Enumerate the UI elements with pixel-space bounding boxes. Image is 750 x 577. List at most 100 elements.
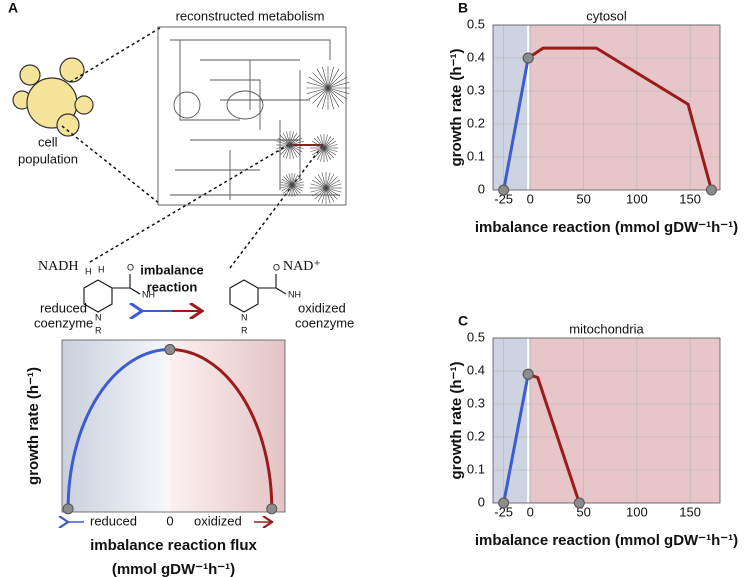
network-edge xyxy=(317,187,327,203)
data-point xyxy=(522,368,534,380)
network-edge xyxy=(323,147,332,161)
x-tick-label: 0 xyxy=(166,513,173,528)
network-edge xyxy=(286,144,291,159)
network-edge xyxy=(316,68,329,89)
network-edge xyxy=(288,173,293,186)
network-edge xyxy=(283,184,293,194)
network-edge xyxy=(289,132,298,146)
network-edge xyxy=(291,184,301,194)
network-edge xyxy=(327,87,348,100)
network-edge xyxy=(308,87,329,100)
chart-title: mitochondria xyxy=(569,321,644,336)
nadh-label: NADH xyxy=(38,259,78,274)
y-tick-label: 0.1 xyxy=(467,461,485,476)
reaction-label: reaction xyxy=(147,279,198,294)
network-edge xyxy=(322,66,329,89)
annotation: oxidized xyxy=(194,513,242,528)
network-edge xyxy=(327,76,348,89)
network-edge xyxy=(327,87,340,108)
data-point xyxy=(573,497,585,509)
network-edge xyxy=(323,137,335,149)
shade-oxidized xyxy=(169,340,285,512)
network-edge xyxy=(289,141,304,146)
network-edge xyxy=(289,134,301,146)
network-edge xyxy=(327,72,344,89)
network-edge xyxy=(311,187,327,197)
network-edge xyxy=(316,87,329,108)
network-edge xyxy=(306,82,329,89)
plot-frame xyxy=(61,339,286,513)
network-edge xyxy=(321,172,327,189)
atom: N xyxy=(241,312,248,322)
coenzyme-label: reduced xyxy=(40,300,87,315)
network-edge xyxy=(311,147,325,156)
network-edge xyxy=(291,178,303,186)
coenzyme-label: coenzyme xyxy=(34,315,93,330)
x-tick-label: -25 xyxy=(494,504,513,519)
data-point xyxy=(62,503,74,515)
network-edge xyxy=(325,187,335,203)
network-edge xyxy=(323,134,328,149)
network-edge xyxy=(316,135,325,149)
atom: H xyxy=(98,264,105,274)
network-edge xyxy=(321,187,327,204)
atom: NH xyxy=(142,289,155,299)
network-edge xyxy=(323,147,328,162)
annotation: reduced xyxy=(90,513,137,528)
network-edge xyxy=(277,137,291,146)
network-edge xyxy=(327,66,334,89)
y-tick-label: 0.2 xyxy=(467,428,485,443)
data-point xyxy=(498,184,510,196)
data-point xyxy=(498,497,510,509)
network-edge xyxy=(291,184,299,196)
x-axis-label: imbalance reaction (mmol gDW⁻¹h⁻¹) xyxy=(475,219,738,236)
atom: H xyxy=(85,266,92,276)
network-edge xyxy=(306,87,329,94)
x-axis-label: imbalance reaction (mmol gDW⁻¹h⁻¹) xyxy=(475,532,738,549)
atom: NH xyxy=(288,289,301,299)
network-edge xyxy=(327,82,350,89)
network-edge xyxy=(314,176,327,189)
network-edge xyxy=(276,144,291,149)
network-edge xyxy=(312,72,329,89)
network-edge xyxy=(289,144,301,156)
network-edge xyxy=(280,181,293,186)
network-edge xyxy=(286,131,291,146)
network-edge xyxy=(312,87,329,104)
nad-label: NAD⁺ xyxy=(283,259,321,274)
series-line xyxy=(169,348,274,509)
y-axis-label: growth rate (h⁻¹) xyxy=(448,49,465,167)
y-axis-label: growth rate (h⁻¹) xyxy=(25,367,42,485)
network-edge xyxy=(281,184,293,192)
network-edge xyxy=(323,147,338,152)
network-edge xyxy=(327,87,334,110)
network-edge xyxy=(289,131,294,146)
network-edge xyxy=(325,187,342,193)
network-edge xyxy=(325,172,331,189)
network-edge xyxy=(310,187,327,193)
network-edge xyxy=(285,174,293,186)
network-edge xyxy=(281,178,293,186)
network-edge xyxy=(313,147,325,159)
network-edge xyxy=(282,144,291,158)
network-edge xyxy=(310,147,325,152)
data-point xyxy=(522,52,534,64)
atom: R xyxy=(241,325,248,335)
x-tick-label: 0 xyxy=(527,504,534,519)
network-edge xyxy=(320,134,325,149)
network-edge xyxy=(323,140,337,149)
cell-label: population xyxy=(18,151,78,166)
network-edge xyxy=(279,134,291,146)
network-edge xyxy=(308,76,329,89)
network-edge xyxy=(291,174,299,186)
network-edge xyxy=(311,140,325,149)
x-tick-label: 50 xyxy=(576,191,590,206)
y-tick-label: 0.4 xyxy=(467,362,485,377)
network-edge xyxy=(325,176,338,189)
chart-title: cytosol xyxy=(586,8,627,23)
shade-reduced xyxy=(493,25,529,190)
zoom-lines xyxy=(61,27,324,269)
network-edge xyxy=(325,173,335,189)
network-edge xyxy=(291,184,304,189)
network-edge xyxy=(282,132,291,146)
